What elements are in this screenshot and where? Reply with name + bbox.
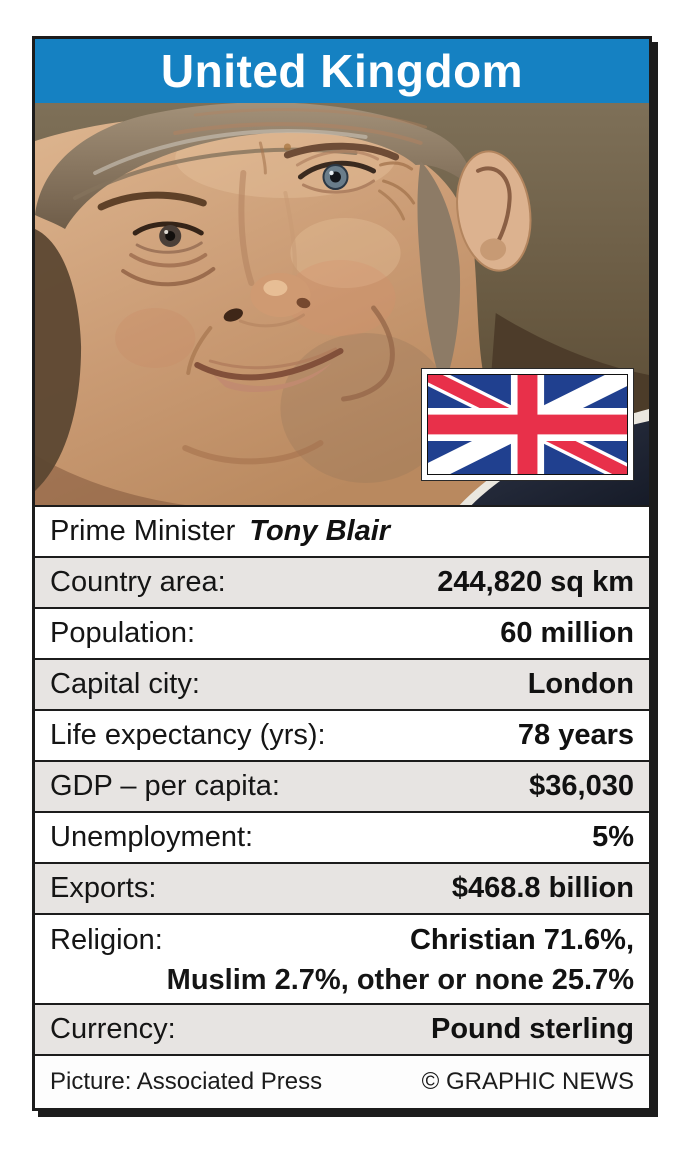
- fact-label: Religion:: [50, 923, 163, 956]
- fact-value: Pound sterling: [431, 1013, 634, 1045]
- fact-value: $36,030: [529, 770, 634, 802]
- fact-value: 244,820 sq km: [437, 566, 634, 598]
- fact-label: Capital city:: [50, 668, 200, 700]
- fact-row-capital-city: Capital city: London: [35, 658, 649, 709]
- fact-label: GDP – per capita:: [50, 770, 280, 802]
- tony-blair-portrait: [35, 103, 649, 505]
- facts-table: Prime Minister Tony Blair Country area: …: [35, 505, 649, 1054]
- fact-row-country-area: Country area: 244,820 sq km: [35, 556, 649, 607]
- fact-value: Tony Blair: [249, 515, 391, 547]
- fact-row-prime-minister: Prime Minister Tony Blair: [35, 505, 649, 556]
- fact-label: Unemployment:: [50, 821, 254, 853]
- fact-row-gdp-per-capita: GDP – per capita: $36,030: [35, 760, 649, 811]
- tony-blair-photo: [35, 103, 649, 505]
- picture-credit: Picture: Associated Press: [50, 1068, 323, 1095]
- fact-value: 5%: [592, 821, 634, 853]
- fact-value: Christian 71.6%,: [409, 923, 634, 956]
- fact-value: London: [527, 668, 634, 700]
- fact-label: Exports:: [50, 872, 157, 904]
- religion-line-1: Religion: Christian 71.6%,: [50, 920, 634, 960]
- fact-row-population: Population: 60 million: [35, 607, 649, 658]
- uk-flag-frame: [427, 374, 628, 475]
- fact-label: Prime Minister: [50, 515, 236, 547]
- fact-value: 78 years: [517, 719, 634, 751]
- fact-label: Population:: [50, 617, 196, 649]
- country-factfile-card: United Kingdom: [32, 36, 652, 1111]
- header-bar: United Kingdom: [35, 39, 649, 103]
- copyright-notice: © GRAPHIC NEWS: [421, 1068, 634, 1095]
- footer-bar: Picture: Associated Press © GRAPHIC NEWS: [35, 1054, 649, 1108]
- fact-row-life-expectancy: Life expectancy (yrs): 78 years: [35, 709, 649, 760]
- union-jack-icon: [428, 375, 627, 474]
- fact-row-unemployment: Unemployment: 5%: [35, 811, 649, 862]
- fact-value: $468.8 billion: [451, 872, 634, 904]
- fact-label: Currency:: [50, 1013, 176, 1045]
- religion-line-2: Muslim 2.7%, other or none 25.7%: [166, 964, 634, 996]
- fact-row-currency: Currency: Pound sterling: [35, 1003, 649, 1054]
- uk-flag: [421, 368, 634, 481]
- fact-row-religion: Religion: Christian 71.6%, Muslim 2.7%, …: [35, 913, 649, 1003]
- fact-row-exports: Exports: $468.8 billion: [35, 862, 649, 913]
- fact-label: Life expectancy (yrs):: [50, 719, 326, 751]
- ear: [456, 150, 532, 272]
- fact-value: 60 million: [500, 617, 634, 649]
- page-title: United Kingdom: [160, 45, 524, 97]
- fact-label: Country area:: [50, 566, 226, 598]
